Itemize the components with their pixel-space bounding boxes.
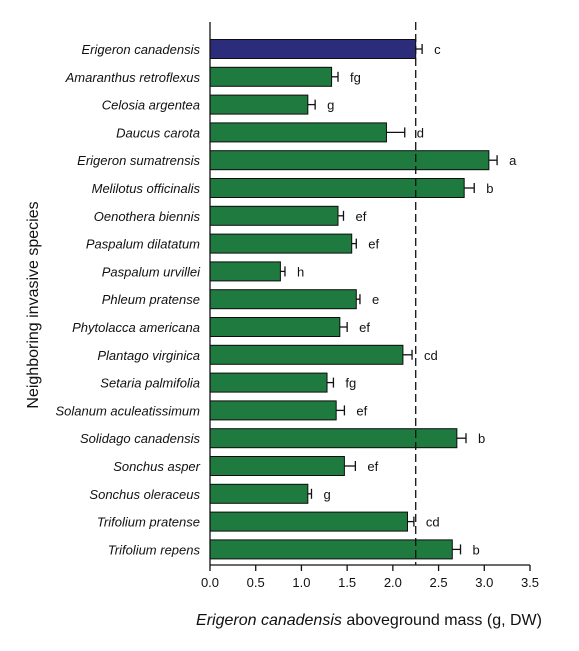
category-labels-layer: Erigeron canadensis Amaranthus retroflexu… [55, 42, 201, 557]
significance-letter: cd [424, 348, 438, 363]
category-label: Erigeron canadensis [81, 42, 200, 57]
bar [209, 428, 458, 449]
category-label: Sonchus oleraceus [89, 487, 200, 502]
category-label: Erigeron sumatrensis [77, 153, 200, 168]
x-axis-title-italic: Erigeron canadensis [196, 612, 342, 629]
significance-letter: b [473, 542, 480, 557]
bar [209, 122, 387, 143]
x-tick-label: 1.5 [338, 575, 356, 590]
significance-letter: d [417, 125, 424, 140]
significance-letter: g [323, 487, 330, 502]
x-tick-label: 2.0 [384, 575, 402, 590]
significance-letter: fg [345, 376, 356, 391]
category-label: Trifolium repens [108, 542, 201, 557]
category-label: Melilotus officinalis [92, 181, 201, 196]
significance-letter: ef [367, 459, 378, 474]
significance-letter: a [509, 153, 517, 168]
bar [209, 233, 353, 254]
category-label: Solidago canadensis [80, 431, 200, 446]
bar [209, 94, 309, 115]
bar [209, 39, 417, 59]
category-label: Phleum pratense [102, 292, 200, 307]
x-tick-label: 2.5 [430, 575, 448, 590]
significance-letter: b [486, 181, 493, 196]
bar [209, 483, 309, 504]
x-axis-title-rest: aboveground mass (g, DW) [342, 612, 542, 629]
significance-letter: ef [359, 320, 370, 335]
category-label: Plantago virginica [97, 348, 200, 363]
x-tick-label: 1.0 [292, 575, 310, 590]
bar [209, 400, 337, 421]
significance-letter: ef [356, 403, 367, 418]
x-axis-title: Erigeron canadensis aboveground mass (g,… [196, 612, 542, 629]
category-label: Paspalum dilatatum [86, 237, 200, 252]
bar [209, 178, 465, 198]
y-axis-title: Neighboring invasive species [25, 201, 42, 408]
category-label: Celosia argentea [102, 98, 200, 113]
bar [209, 344, 404, 365]
bar [209, 511, 408, 532]
category-label: Phytolacca americana [72, 320, 200, 335]
x-tick-label: 0.5 [247, 575, 265, 590]
significance-letter: fg [350, 70, 361, 85]
x-tick-label: 0.0 [201, 575, 219, 590]
significance-letter: cd [426, 515, 440, 530]
category-label: Amaranthus retroflexus [65, 70, 201, 85]
category-label: Setaria palmifolia [100, 376, 200, 391]
x-tick-label: 3.5 [521, 575, 539, 590]
significance-letter: c [434, 42, 441, 57]
category-label: Daucus carota [116, 125, 200, 140]
significance-letter: b [478, 431, 485, 446]
axes-layer: 0.0 0.5 1.0 1.5 2.0 2.5 3.0 3.5 [201, 22, 539, 590]
error-bars-layer [280, 44, 498, 555]
category-label: Solanum aculeatissimum [55, 403, 200, 418]
x-tick-label: 3.0 [475, 575, 493, 590]
category-label: Trifolium pratense [97, 515, 200, 530]
bars-layer [209, 39, 490, 560]
bar [209, 372, 328, 393]
bar [209, 456, 345, 476]
significance-letter: e [372, 292, 379, 307]
category-label: Paspalum urvillei [102, 264, 201, 279]
category-label: Oenothera biennis [94, 209, 201, 224]
significance-letter: ef [368, 237, 379, 252]
significance-letter: h [297, 264, 304, 279]
category-label: Sonchus asper [113, 459, 200, 474]
bar [209, 289, 357, 310]
significance-letter: ef [355, 209, 366, 224]
bar [209, 261, 281, 282]
bar [209, 150, 490, 171]
bar [209, 66, 333, 87]
significance-letter: g [327, 98, 334, 113]
bar [209, 317, 341, 337]
bar [209, 205, 339, 226]
